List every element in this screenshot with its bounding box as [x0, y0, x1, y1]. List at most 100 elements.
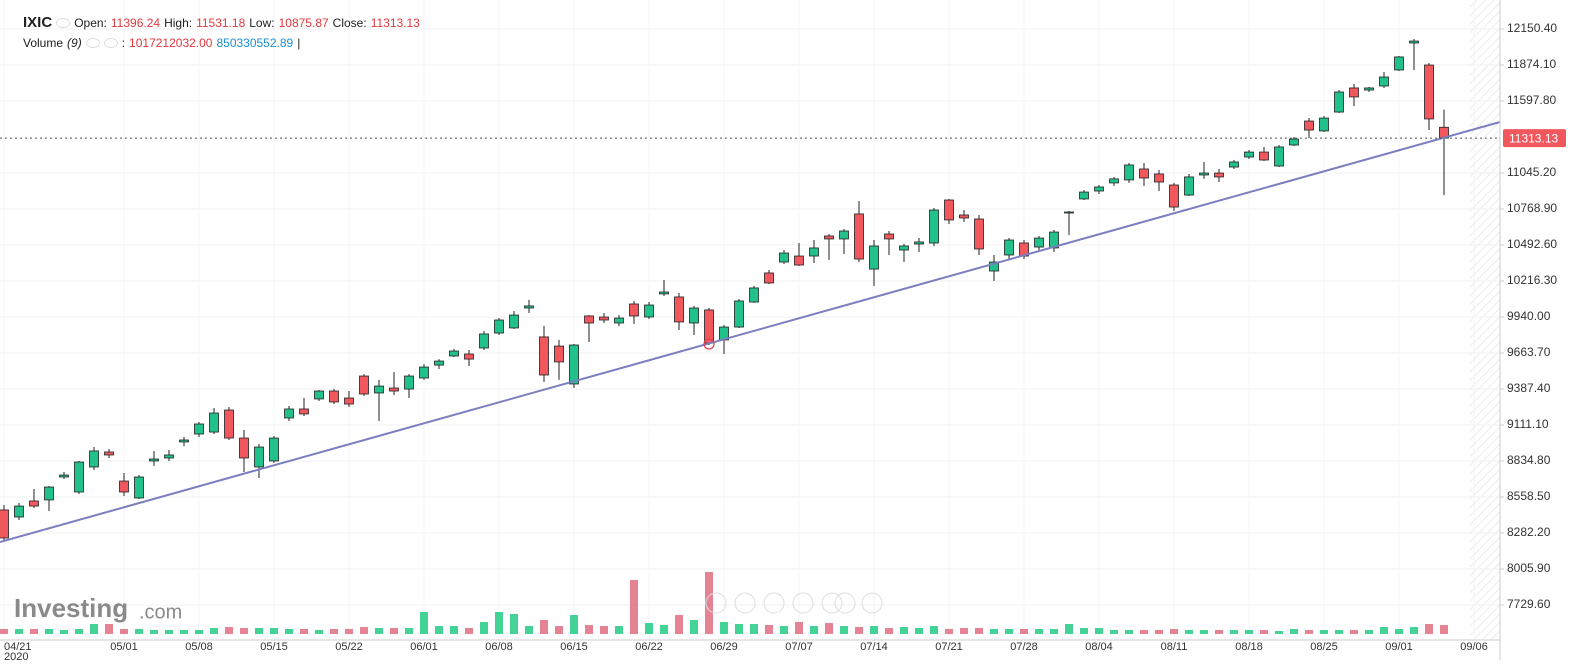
x-tick-label: 07/28: [1010, 641, 1038, 653]
candle-body: [374, 385, 384, 394]
candle-body: [749, 287, 759, 303]
volume-bar: [15, 629, 23, 634]
volume-bar: [885, 628, 893, 634]
y-tick-label: 9940.00: [1507, 309, 1551, 323]
candle-body: [224, 409, 234, 439]
volume-bar: [750, 624, 758, 634]
volume-bar: [795, 622, 803, 634]
watermark-suffix: .com: [139, 601, 182, 623]
close-label: Close:: [332, 15, 367, 30]
volume-bar: [690, 620, 698, 634]
candle-body: [944, 199, 954, 221]
candle-body: [1364, 87, 1374, 91]
candle-body: [1109, 178, 1119, 184]
volume-bar: [285, 629, 293, 634]
x-tick-label: 04/21: [4, 641, 32, 653]
y-tick-label: 8282.20: [1507, 525, 1551, 539]
volume-bar: [510, 614, 518, 634]
open-value: 11396.24: [110, 15, 161, 30]
candle-body: [1409, 40, 1419, 44]
candle-body: [1049, 231, 1059, 249]
volume-bar: [735, 624, 743, 634]
volume-bar: [990, 629, 998, 634]
candle-body: [1394, 56, 1404, 71]
candle-body: [674, 296, 684, 323]
volume-bar: [720, 622, 728, 634]
volume-period: (9): [67, 36, 82, 50]
volume-bars: [0, 572, 1448, 634]
tool-button[interactable]: [792, 592, 814, 614]
candle-body: [569, 344, 579, 385]
candle-body: [1334, 91, 1344, 113]
y-tick-label: 11597.80: [1507, 93, 1556, 107]
volume-bar: [270, 628, 278, 634]
volume-bar: [525, 626, 533, 634]
candle-body: [404, 375, 414, 390]
eye-icon[interactable]: [56, 17, 71, 28]
volume-bar: [675, 615, 683, 634]
trend-line[interactable]: [0, 121, 1501, 543]
volume-bar: [1110, 630, 1118, 634]
candle-body: [104, 451, 114, 456]
volume-bar: [1005, 629, 1013, 634]
tool-button[interactable]: [734, 592, 756, 614]
candle-body: [839, 230, 849, 240]
volume-bar: [180, 630, 188, 634]
volume-bar: [660, 625, 668, 634]
y-tick-label: 9663.70: [1507, 345, 1551, 359]
last-price-label: 11313.13: [1509, 131, 1558, 145]
tool-button[interactable]: [705, 592, 727, 614]
volume-bar: [345, 629, 353, 634]
volume-bar: [495, 612, 503, 634]
candle-body: [449, 350, 459, 357]
volume-bar: [1275, 631, 1283, 634]
candle-body: [389, 387, 399, 392]
x-tick-label: 07/07: [785, 641, 813, 653]
tool-button[interactable]: [834, 592, 856, 614]
trend-anchor[interactable]: [703, 338, 715, 350]
candle-body: [779, 252, 789, 263]
volume-bar: [480, 622, 488, 634]
volume-bar: [165, 630, 173, 634]
candle-body: [1289, 138, 1299, 146]
x-tick-label: 05/15: [260, 641, 288, 653]
volume-bar: [1320, 630, 1328, 634]
candle-body: [1379, 76, 1389, 87]
candle-body: [119, 480, 129, 493]
candle-body: [974, 218, 984, 250]
volume-bar: [840, 626, 848, 634]
y-tick-label: 10216.30: [1507, 273, 1557, 287]
volume-bar: [1065, 624, 1073, 634]
volume-bar: [330, 629, 338, 634]
last-price-tag: [1503, 129, 1566, 148]
volume-bar: [540, 620, 548, 634]
candle-body: [314, 390, 324, 400]
volume-bar: [1350, 630, 1358, 634]
eye-icon[interactable]: [85, 38, 100, 48]
watermark: Investing: [14, 593, 128, 623]
tool-button[interactable]: [861, 592, 883, 614]
tool-button[interactable]: [821, 592, 843, 614]
candle-body: [14, 505, 24, 518]
x-tick-label: 06/08: [485, 641, 513, 653]
volume-bar: [1440, 624, 1448, 634]
volume-bar: [390, 628, 398, 634]
volume-bar: [135, 629, 143, 634]
y-tick-label: 9387.40: [1507, 381, 1551, 395]
y-tick-label: 7729.60: [1507, 597, 1551, 611]
candle-body: [239, 437, 249, 459]
volume-bar: [1305, 630, 1313, 634]
high-label: High:: [164, 15, 193, 30]
tool-button[interactable]: [763, 592, 785, 614]
volume-bar: [60, 630, 68, 634]
volume-bar: [1425, 624, 1433, 634]
candle-body: [1094, 186, 1104, 192]
settings-icon[interactable]: [103, 38, 118, 48]
volume-bar: [1050, 629, 1058, 634]
candle-body: [29, 500, 39, 507]
volume-bar: [1245, 630, 1253, 634]
candle-body: [524, 305, 534, 309]
candle-body: [344, 397, 354, 405]
x-tick-label: 06/01: [410, 641, 438, 653]
candle-body: [254, 446, 264, 468]
